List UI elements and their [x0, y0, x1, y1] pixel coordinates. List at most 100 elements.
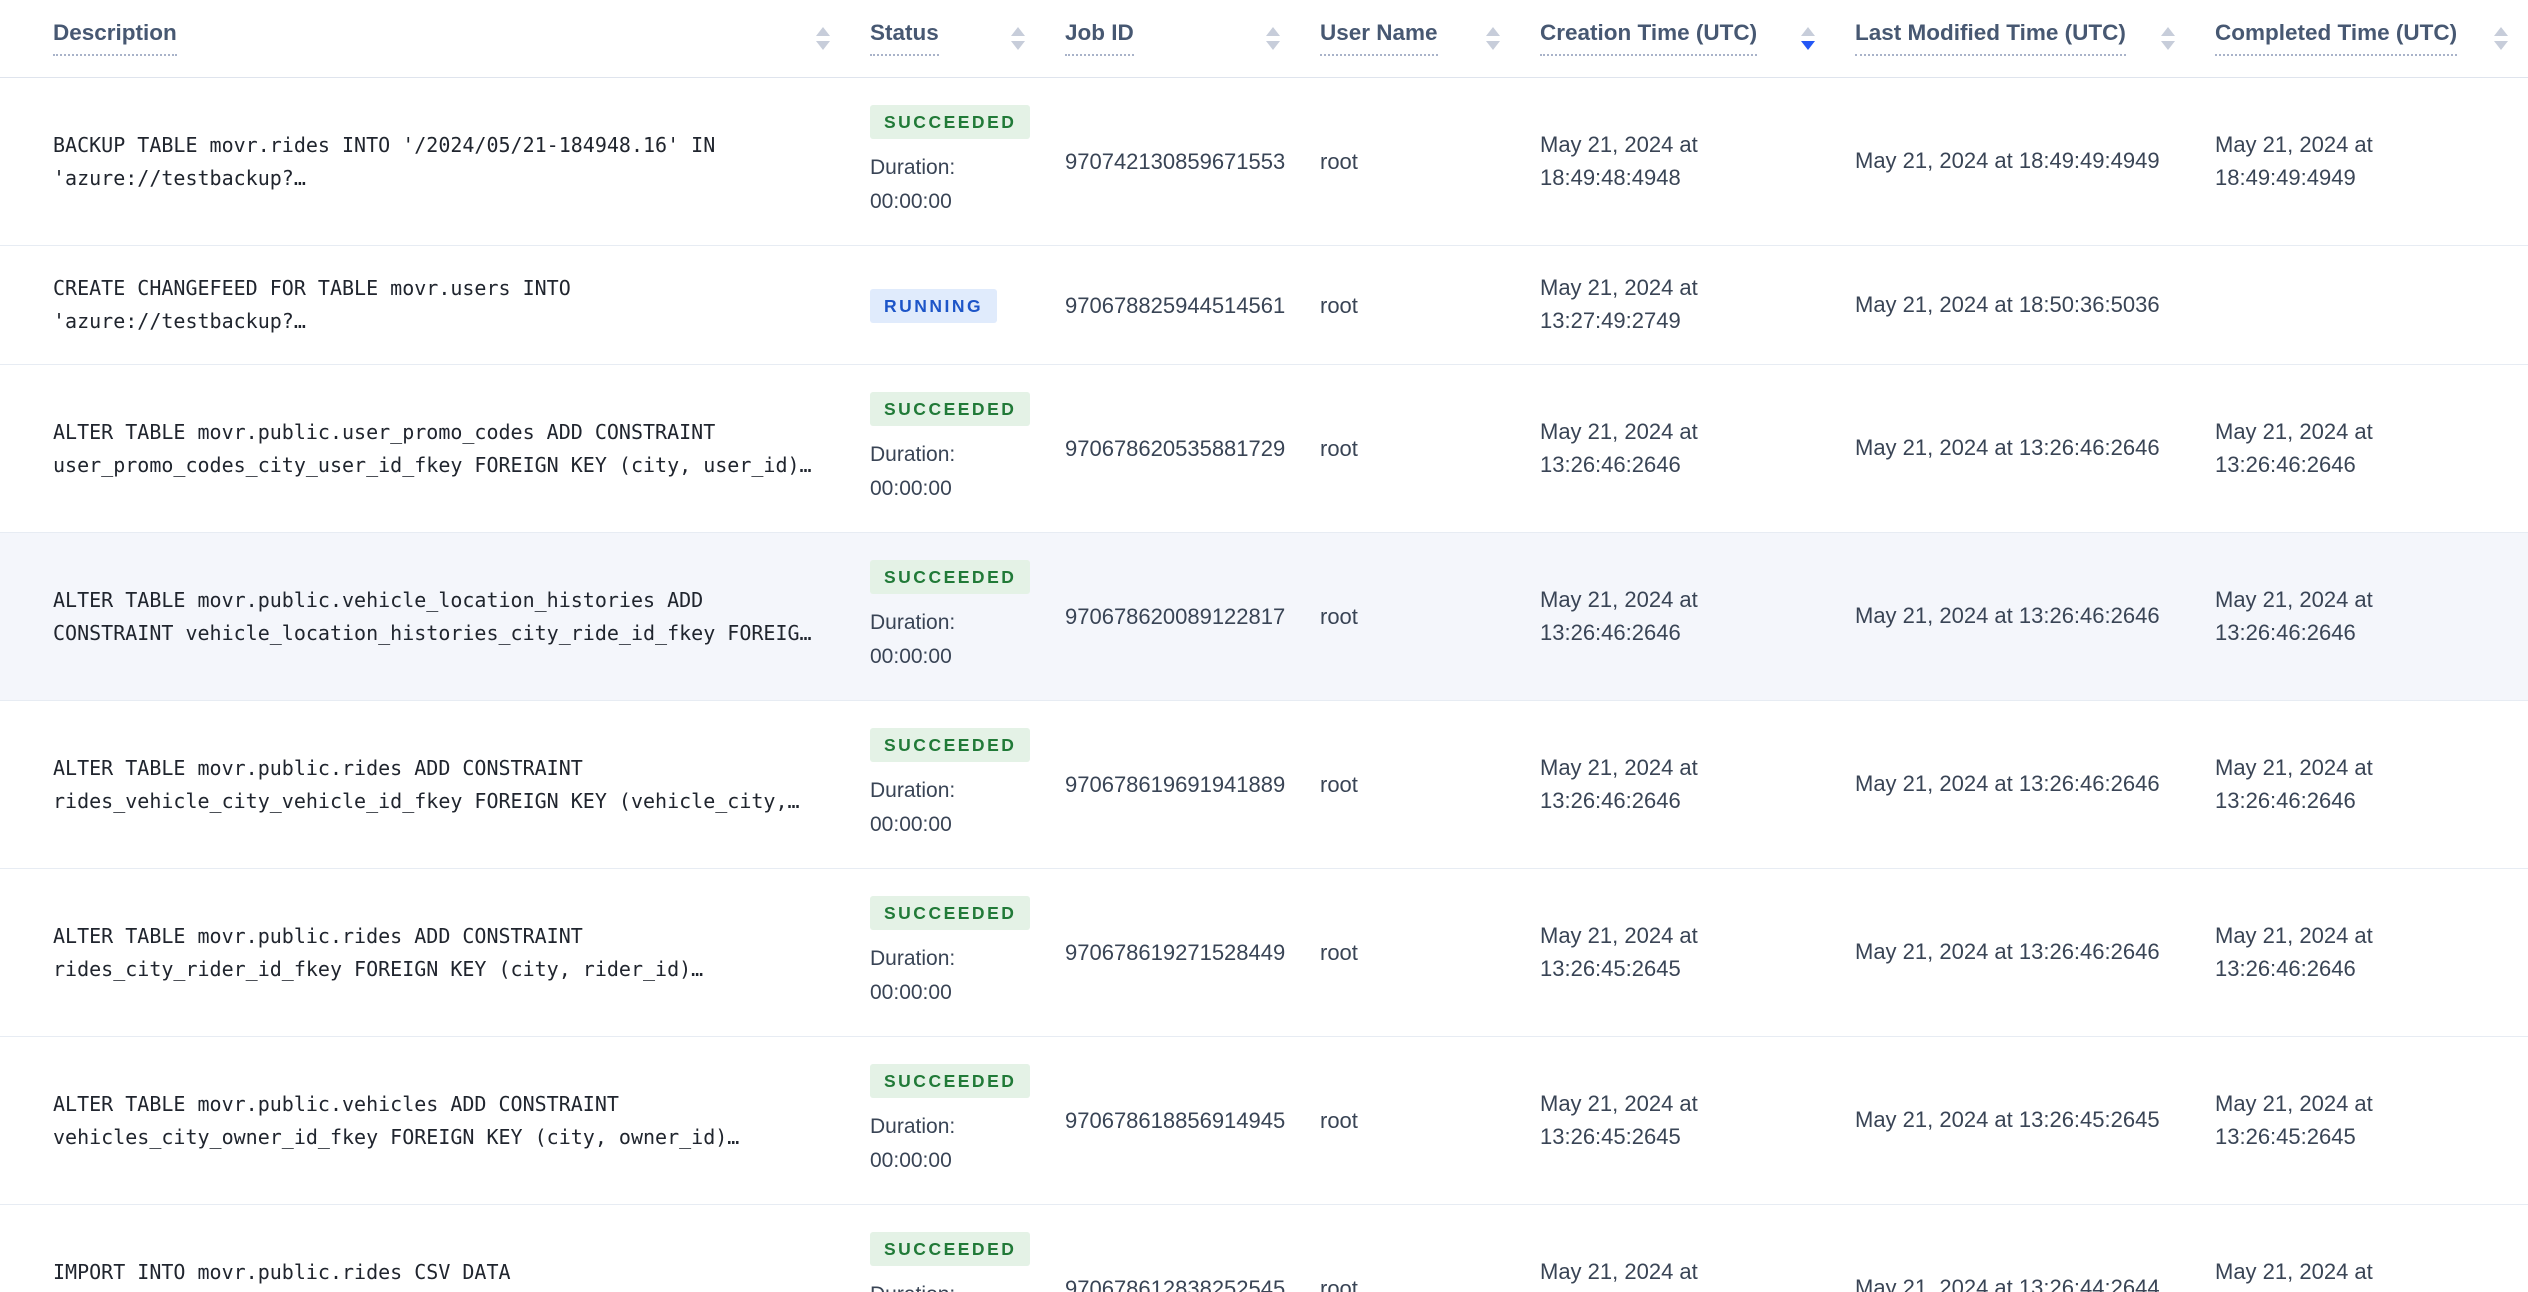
status-badge: SUCCEEDED: [870, 560, 1031, 595]
job-description-link[interactable]: ALTER TABLE movr.public.rides ADD CONSTR…: [53, 923, 704, 981]
sort-asc-icon: [2161, 27, 2175, 36]
job-duration: Duration: 00:00:00: [870, 606, 1025, 674]
creation-time: May 21, 2024 at 18:49:48:4948: [1520, 77, 1835, 247]
sort-arrows-icon[interactable]: [1801, 27, 1815, 50]
sort-arrows-icon[interactable]: [2494, 27, 2508, 50]
duration-value: 00:00:00: [870, 813, 952, 837]
duration-value: 00:00:00: [870, 981, 952, 1005]
creation-time: May 21, 2024 at 13:26:45:2645: [1520, 868, 1835, 1038]
column-header-job-id[interactable]: Job ID: [1045, 0, 1300, 78]
creation-time: May 21, 2024 at 13:26:45:2645: [1520, 1036, 1835, 1206]
duration-label: Duration:: [870, 779, 956, 803]
duration-value: 00:00:00: [870, 477, 952, 501]
duration-label: Duration:: [870, 156, 956, 179]
column-label: Status: [870, 20, 939, 56]
job-row[interactable]: ALTER TABLE movr.public.vehicles ADD CON…: [0, 1036, 2528, 1206]
creation-time: May 21, 2024 at 13:26:43:2643: [1520, 1204, 1835, 1292]
column-header-creation-time-utc[interactable]: Creation Time (UTC): [1520, 0, 1835, 78]
job-description-link[interactable]: CREATE CHANGEFEED FOR TABLE movr.users I…: [53, 276, 571, 334]
duration-label: Duration:: [870, 611, 956, 635]
completed-time: [2195, 245, 2528, 366]
job-duration: Duration: 00:00:00: [870, 774, 1025, 842]
job-row[interactable]: ALTER TABLE movr.public.rides ADD CONSTR…: [0, 868, 2528, 1038]
sort-desc-icon: [1266, 41, 1280, 50]
sort-arrows-icon[interactable]: [2161, 27, 2175, 50]
sort-desc-icon: [2494, 41, 2508, 50]
job-id: 970678620089122817: [1045, 532, 1300, 702]
job-description-link[interactable]: ALTER TABLE movr.public.vehicle_location…: [53, 587, 812, 645]
column-header-completed-time-utc[interactable]: Completed Time (UTC): [2195, 0, 2528, 78]
sort-desc-icon: [1486, 41, 1500, 50]
job-row[interactable]: CREATE CHANGEFEED FOR TABLE movr.users I…: [0, 245, 2528, 366]
job-row[interactable]: ALTER TABLE movr.public.vehicle_location…: [0, 532, 2528, 702]
column-label: Job ID: [1065, 20, 1134, 56]
duration-label: Duration:: [870, 443, 956, 467]
column-header-status[interactable]: Status: [850, 0, 1045, 78]
sort-asc-icon: [816, 27, 830, 36]
job-description-link[interactable]: IMPORT INTO movr.public.rides CSV DATA (…: [53, 1259, 511, 1284]
sort-desc-icon: [816, 41, 830, 50]
job-row[interactable]: ALTER TABLE movr.public.rides ADD CONSTR…: [0, 700, 2528, 870]
status-badge: SUCCEEDED: [870, 1064, 1031, 1099]
job-id: 970678612838252545: [1045, 1204, 1300, 1292]
sort-desc-icon: [1801, 41, 1815, 50]
job-row[interactable]: ALTER TABLE movr.public.user_promo_codes…: [0, 364, 2528, 534]
sort-arrows-icon[interactable]: [1266, 27, 1280, 50]
column-header-description[interactable]: Description: [0, 0, 850, 78]
status-badge: SUCCEEDED: [870, 1232, 1031, 1267]
job-id: 970678618856914945: [1045, 1036, 1300, 1206]
user-name: root: [1300, 1204, 1520, 1292]
duration-label: Duration:: [870, 947, 956, 971]
last-modified-time: May 21, 2024 at 13:26:45:2645: [1835, 1036, 2195, 1206]
column-label: Creation Time (UTC): [1540, 20, 1758, 56]
duration-value: 00:00:00: [870, 645, 952, 669]
user-name: root: [1300, 532, 1520, 702]
column-label: Description: [53, 20, 177, 56]
column-header-last-modified-time-utc[interactable]: Last Modified Time (UTC): [1835, 0, 2195, 78]
duration-label: Duration:: [870, 1115, 956, 1139]
sort-arrows-icon[interactable]: [1486, 27, 1500, 50]
column-label: Last Modified Time (UTC): [1855, 20, 2126, 56]
user-name: root: [1300, 364, 1520, 534]
job-description-link[interactable]: ALTER TABLE movr.public.user_promo_codes…: [53, 419, 812, 477]
completed-time: May 21, 2024 at 13:26:45:2645: [2195, 1036, 2528, 1206]
sort-arrows-icon[interactable]: [816, 27, 830, 50]
last-modified-time: May 21, 2024 at 18:49:49:4949: [1835, 77, 2195, 247]
user-name: root: [1300, 77, 1520, 247]
job-duration: Duration: 00:00:00: [870, 438, 1025, 506]
duration-label: Duration:: [870, 1278, 1025, 1292]
duration-value: 00:00:00: [870, 190, 952, 214]
sort-asc-icon: [1486, 27, 1500, 36]
sort-desc-icon: [1011, 41, 1025, 50]
creation-time: May 21, 2024 at 13:27:49:2749: [1520, 245, 1835, 366]
completed-time: May 21, 2024 at 13:26:46:2646: [2195, 364, 2528, 534]
sort-asc-icon: [2494, 27, 2508, 36]
user-name: root: [1300, 1036, 1520, 1206]
status-badge: RUNNING: [870, 288, 998, 323]
last-modified-time: May 21, 2024 at 18:50:36:5036: [1835, 245, 2195, 366]
user-name: root: [1300, 868, 1520, 1038]
creation-time: May 21, 2024 at 13:26:46:2646: [1520, 364, 1835, 534]
job-duration: Duration: 00:00:00: [870, 151, 1025, 219]
sort-desc-icon: [2161, 41, 2175, 50]
sort-asc-icon: [1011, 27, 1025, 36]
creation-time: May 21, 2024 at 13:26:46:2646: [1520, 532, 1835, 702]
status-badge: SUCCEEDED: [870, 728, 1031, 763]
job-row[interactable]: IMPORT INTO movr.public.rides CSV DATA (…: [0, 1204, 2528, 1292]
completed-time: May 21, 2024 at 13:26:46:2646: [2195, 532, 2528, 702]
job-description-link[interactable]: ALTER TABLE movr.public.rides ADD CONSTR…: [53, 755, 800, 813]
status-badge: SUCCEEDED: [870, 392, 1031, 427]
last-modified-time: May 21, 2024 at 13:26:46:2646: [1835, 700, 2195, 870]
sort-arrows-icon[interactable]: [1011, 27, 1025, 50]
job-description-link[interactable]: ALTER TABLE movr.public.vehicles ADD CON…: [53, 1091, 740, 1149]
sort-asc-icon: [1801, 27, 1815, 36]
job-id: 970678825944514561: [1045, 245, 1300, 366]
column-header-user-name[interactable]: User Name: [1300, 0, 1520, 78]
job-row[interactable]: BACKUP TABLE movr.rides INTO '/2024/05/2…: [0, 77, 2528, 247]
job-id: 970678619691941889: [1045, 700, 1300, 870]
job-duration: Duration: 00:00:00: [870, 1278, 1025, 1292]
column-label: User Name: [1320, 20, 1438, 56]
job-description-link[interactable]: BACKUP TABLE movr.rides INTO '/2024/05/2…: [53, 132, 716, 190]
job-duration: Duration: 00:00:00: [870, 1110, 1025, 1178]
job-id: 970678620535881729: [1045, 364, 1300, 534]
